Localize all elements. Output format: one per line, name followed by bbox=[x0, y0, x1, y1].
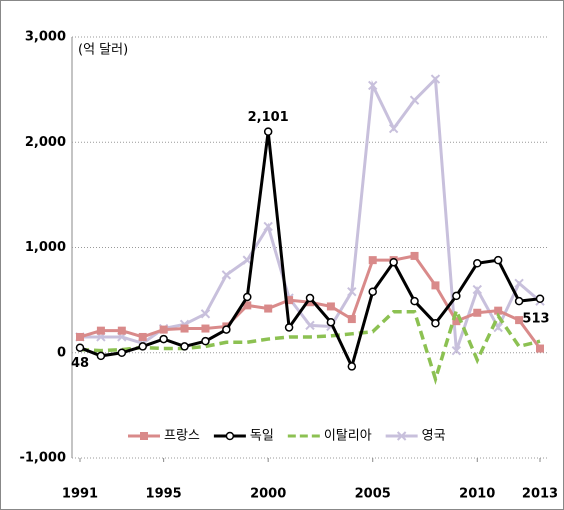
series-line bbox=[79, 305, 541, 386]
marker bbox=[221, 270, 232, 280]
x-tick-label: 1995 bbox=[146, 487, 182, 502]
x-tick-label: 2000 bbox=[250, 487, 286, 502]
marker bbox=[409, 95, 420, 105]
x-tick-label: 2010 bbox=[459, 487, 495, 502]
y-tick-label: 2,000 bbox=[25, 135, 66, 150]
marker bbox=[326, 302, 335, 311]
value-label: 2,101 bbox=[248, 110, 289, 125]
y-tick-label: 1,000 bbox=[25, 240, 66, 255]
marker bbox=[514, 278, 524, 288]
y-tick-label: 3,000 bbox=[25, 30, 66, 45]
marker bbox=[368, 287, 377, 296]
x-tick-label: 2013 bbox=[522, 487, 558, 502]
marker bbox=[494, 306, 503, 315]
marker bbox=[264, 304, 273, 313]
marker bbox=[284, 323, 294, 332]
marker bbox=[473, 259, 482, 268]
marker bbox=[263, 221, 273, 232]
marker bbox=[473, 308, 482, 317]
marker bbox=[326, 317, 336, 327]
marker bbox=[515, 316, 524, 325]
y-tick-label: 0 bbox=[57, 345, 66, 360]
y-tick-label: -1,000 bbox=[19, 451, 66, 466]
x-tick-label: 1991 bbox=[62, 487, 98, 502]
marker bbox=[305, 320, 315, 331]
marker bbox=[410, 251, 419, 260]
marker bbox=[201, 336, 210, 346]
marker bbox=[117, 348, 127, 357]
marker bbox=[452, 291, 461, 301]
marker bbox=[431, 281, 440, 290]
marker bbox=[388, 123, 399, 134]
marker bbox=[159, 334, 168, 344]
marker bbox=[96, 351, 106, 361]
marker bbox=[451, 345, 462, 356]
marker bbox=[368, 80, 378, 91]
marker bbox=[285, 296, 294, 305]
marker bbox=[472, 284, 482, 295]
legend-label: 독일 bbox=[250, 429, 274, 444]
marker bbox=[243, 292, 252, 302]
marker bbox=[452, 317, 461, 326]
value-label: 513 bbox=[522, 311, 549, 326]
marker bbox=[347, 315, 356, 324]
marker bbox=[493, 255, 503, 265]
marker bbox=[347, 286, 357, 297]
marker bbox=[138, 342, 147, 351]
marker bbox=[389, 257, 398, 267]
marker bbox=[396, 431, 407, 441]
marker bbox=[180, 324, 189, 333]
marker bbox=[430, 74, 441, 84]
marker bbox=[140, 432, 148, 440]
unit-label: (억 달러) bbox=[78, 43, 128, 58]
legend-label: 이탈리아 bbox=[324, 429, 372, 444]
marker bbox=[536, 344, 544, 353]
legend-label: 영국 bbox=[422, 429, 446, 444]
marker bbox=[138, 332, 147, 341]
value-label: 48 bbox=[71, 356, 89, 371]
marker bbox=[200, 309, 211, 319]
marker bbox=[347, 362, 357, 371]
marker bbox=[225, 431, 235, 441]
marker bbox=[117, 326, 126, 335]
x-tick-label: 2005 bbox=[355, 487, 391, 502]
marker bbox=[243, 301, 252, 310]
marker bbox=[305, 293, 315, 303]
marker bbox=[368, 256, 377, 265]
marker bbox=[535, 294, 545, 304]
marker bbox=[201, 324, 210, 333]
marker bbox=[410, 296, 419, 306]
marker bbox=[76, 332, 84, 341]
marker bbox=[242, 255, 252, 265]
marker bbox=[514, 296, 524, 306]
marker bbox=[180, 342, 189, 351]
marker bbox=[222, 325, 231, 334]
marker bbox=[263, 127, 273, 136]
marker bbox=[75, 343, 85, 352]
marker bbox=[159, 325, 168, 334]
marker bbox=[431, 319, 440, 328]
legend-label: 프랑스 bbox=[164, 429, 200, 444]
marker bbox=[96, 326, 105, 335]
